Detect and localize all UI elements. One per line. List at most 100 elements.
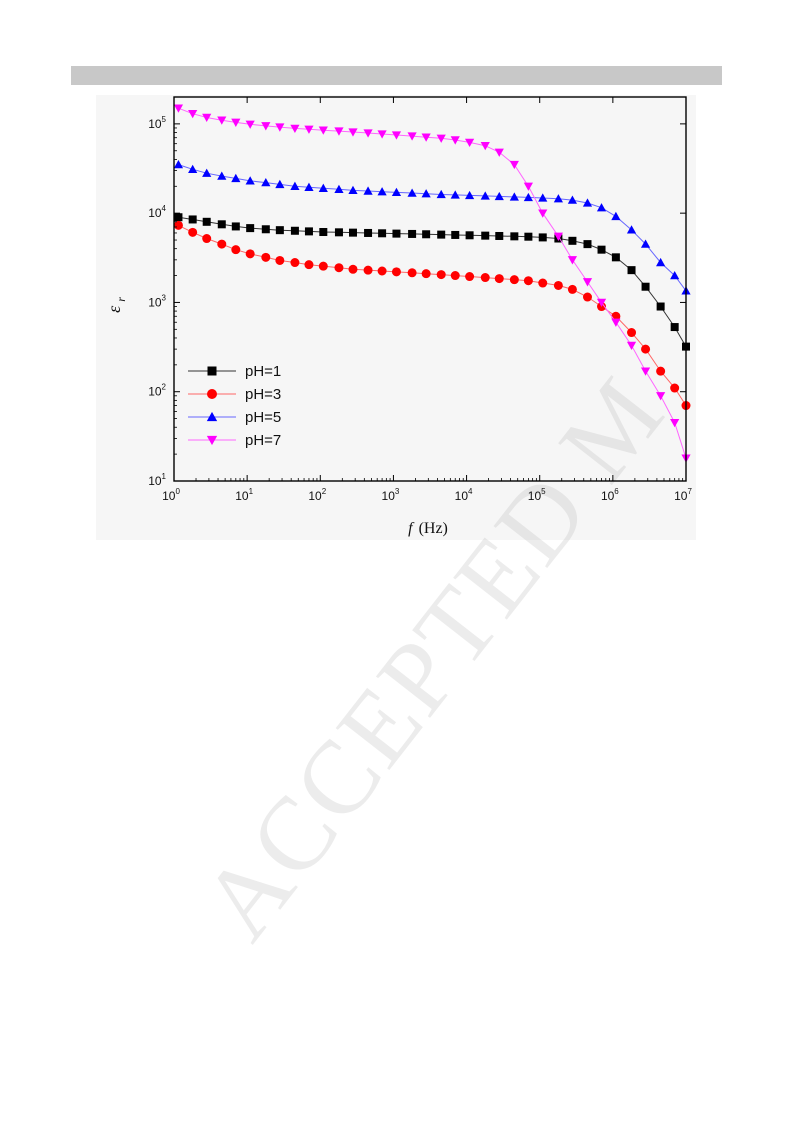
data-point [582,292,592,302]
data-point [596,203,607,212]
data-point [670,323,679,332]
data-point [480,191,490,200]
data-point [509,275,519,285]
data-point [670,419,680,428]
legend-entry: pH=1 [188,363,281,380]
data-point [173,220,183,230]
y-tick-label: 102 [148,383,166,399]
y-tick-label-exp: 5 [162,115,167,124]
x-tick-label: 103 [382,487,400,503]
data-point [567,195,578,204]
data-point [202,113,212,123]
series-ph-1 [174,213,690,351]
data-point [523,192,533,202]
data-point [377,187,387,196]
data-point [275,255,285,265]
y-tick-label-base: 10 [148,385,162,399]
legend-label: pH=1 [245,363,281,380]
x-tick-label: 100 [162,487,180,503]
data-point [217,220,226,229]
data-point [480,141,490,151]
data-point [436,270,446,280]
data-point [450,136,460,145]
y-tick-label-exp: 1 [162,472,167,481]
x-tick-label: 104 [455,487,473,503]
data-point [334,228,343,237]
data-point [202,234,212,244]
data-point [436,134,446,143]
data-point [363,265,373,275]
data-point [538,233,547,242]
y-tick-label-base: 10 [148,117,162,131]
legend-entry: pH=3 [188,386,281,403]
series-ph-5 [173,159,691,295]
data-point [290,181,300,190]
data-point [656,366,666,376]
data-point [451,230,460,239]
data-point [188,215,197,224]
data-point [378,229,387,238]
legend-label: pH=3 [245,386,281,403]
x-axis-label: f (Hz) [408,520,448,537]
legend-marker [207,366,217,376]
x-tick-label-exp: 6 [614,487,619,496]
data-point [523,276,533,286]
y-tick-label: 104 [148,204,166,220]
series-ph-3 [173,220,691,411]
x-tick-label-base: 10 [162,489,176,503]
series-layer [173,104,691,463]
y-tick-label: 101 [148,472,166,488]
legend-marker [207,389,217,399]
data-point [348,228,357,237]
data-point [481,231,490,240]
data-point [304,227,313,236]
data-point [246,224,255,233]
dielectric-chart: 100 101 102 103 104 105 106 107101102103104105 … [104,96,692,537]
data-point [261,225,270,234]
data-point [231,222,240,231]
x-tick-label: 105 [528,487,546,503]
x-tick-label-exp: 5 [541,487,546,496]
x-tick-label-base: 10 [235,489,249,503]
legend-entry: pH=5 [188,409,281,426]
data-point [290,226,299,235]
y-tick-label-exp: 3 [162,293,167,302]
data-point [656,392,666,401]
data-point [422,230,431,239]
data-point [334,127,344,136]
data-point [391,267,401,277]
data-point [568,236,577,245]
data-point [538,278,548,288]
watermark-text: ACCEPTED M [179,356,687,960]
data-point [217,171,227,180]
data-point [464,190,475,200]
y-tick-label-base: 10 [148,206,162,220]
data-point [392,229,401,238]
x-tick-label-base: 10 [382,489,396,503]
y-axis-label-subscript: r [114,297,128,302]
data-point [261,177,271,187]
data-point [188,164,198,173]
data-point [334,184,344,193]
x-tick-label-exp: 3 [395,487,400,496]
x-tick-label-base: 10 [674,489,688,503]
data-point [318,126,328,135]
data-point [494,148,504,157]
data-point [290,258,300,268]
data-point [509,160,519,170]
y-tick-label: 103 [148,293,166,309]
x-tick-label-base: 10 [601,489,615,503]
data-point [640,367,651,376]
data-point [261,122,271,131]
data-point [245,176,255,185]
series-line [178,216,687,347]
legend-label: pH=7 [245,432,281,449]
data-point [641,344,651,354]
data-point [304,125,314,134]
x-tick-label: 101 [235,487,253,503]
y-tick-label-exp: 2 [162,383,167,392]
x-axis-label-symbol: f [408,520,415,537]
data-point [391,187,402,197]
data-point [523,182,533,191]
legend-marker [206,435,218,446]
